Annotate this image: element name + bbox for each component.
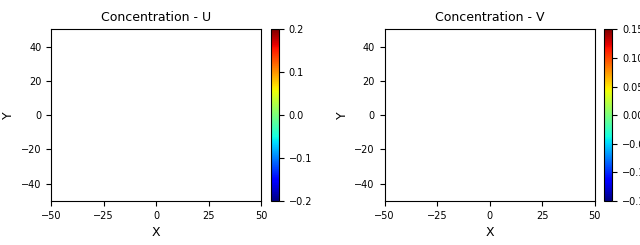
X-axis label: X: X <box>152 226 161 239</box>
Title: Concentration - U: Concentration - U <box>101 11 211 24</box>
Title: Concentration - V: Concentration - V <box>435 11 545 24</box>
Y-axis label: Y: Y <box>3 111 15 119</box>
X-axis label: X: X <box>485 226 494 239</box>
Y-axis label: Y: Y <box>336 111 349 119</box>
